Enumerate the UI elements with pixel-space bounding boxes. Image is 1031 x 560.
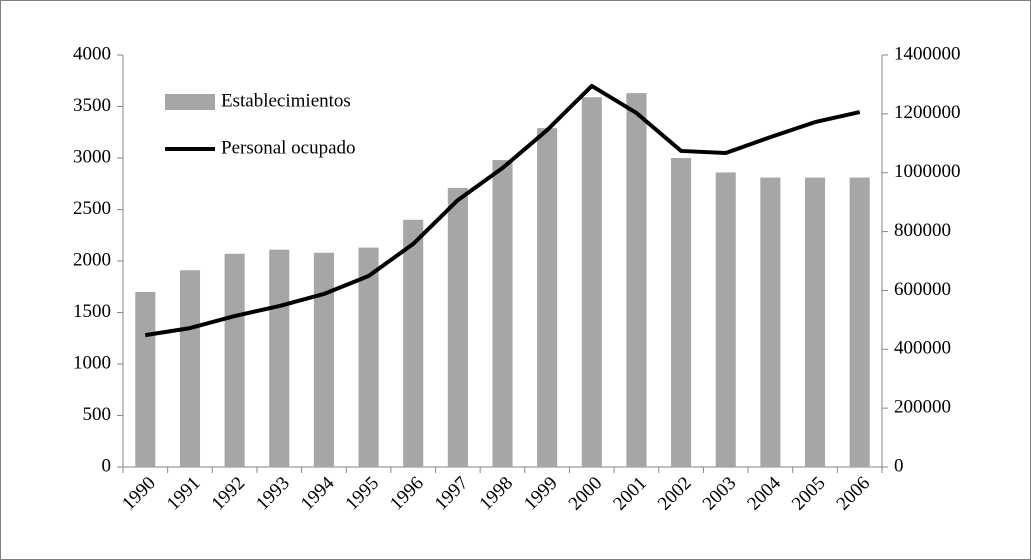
y2-tick-label: 600000 xyxy=(894,279,951,300)
y2-tick-label: 800000 xyxy=(894,220,951,241)
y-tick-label: 500 xyxy=(83,404,112,425)
bar xyxy=(492,160,513,467)
bar xyxy=(626,93,647,468)
bar xyxy=(403,219,424,467)
y-tick-label: 2500 xyxy=(73,198,111,219)
bar xyxy=(179,270,201,467)
line xyxy=(145,83,861,338)
bar xyxy=(849,177,870,467)
y-tick-label: 3500 xyxy=(73,95,111,116)
y-tick-label: 1000 xyxy=(73,352,111,373)
bar xyxy=(269,249,290,467)
bar xyxy=(760,177,781,467)
y-tick-label: 1500 xyxy=(73,301,111,322)
y2-tick-label: 200000 xyxy=(894,397,951,418)
bar xyxy=(447,187,468,467)
legend-swatch xyxy=(165,94,215,110)
y2-tick-label: 1000000 xyxy=(894,161,961,182)
bar xyxy=(313,252,334,467)
y2-tick-label: 0 xyxy=(894,455,904,476)
y2-tick-label: 400000 xyxy=(894,338,951,359)
bar xyxy=(671,158,692,467)
y2-tick-label: 1200000 xyxy=(894,102,961,123)
bar xyxy=(537,128,558,467)
bar xyxy=(715,172,736,468)
legend-label: Personal ocupado xyxy=(221,137,356,158)
y-tick-label: 4000 xyxy=(73,43,111,64)
bar xyxy=(358,247,379,467)
bar xyxy=(804,177,826,467)
legend-label: Establecimientos xyxy=(221,90,351,111)
bar xyxy=(581,97,602,467)
y2-tick-label: 1400000 xyxy=(894,43,961,64)
y-tick-label: 0 xyxy=(102,455,112,476)
y-tick-label: 2000 xyxy=(73,249,111,270)
bar xyxy=(224,253,245,467)
bar xyxy=(135,291,156,467)
y-tick-label: 3000 xyxy=(73,146,111,167)
